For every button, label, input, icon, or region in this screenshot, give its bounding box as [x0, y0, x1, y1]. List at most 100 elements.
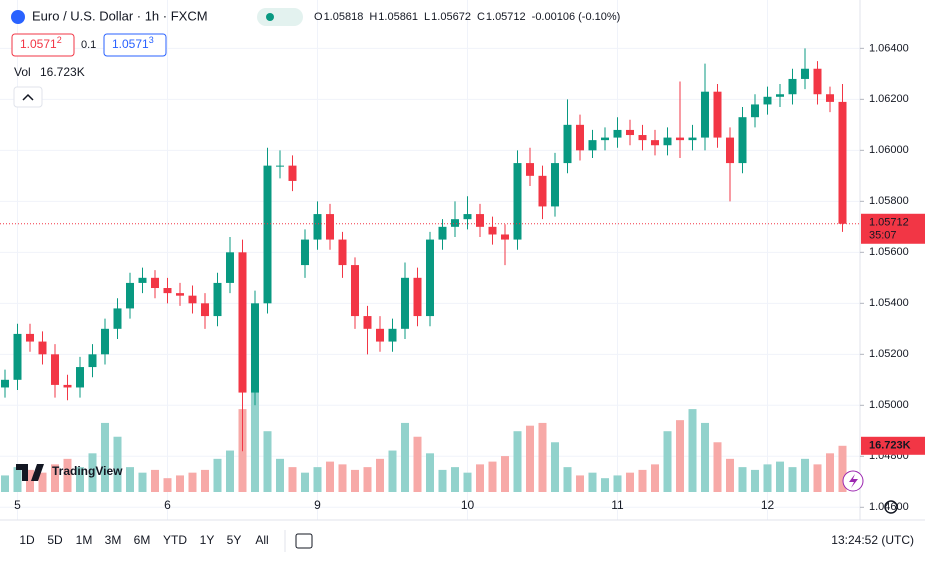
- candle-body: [226, 252, 234, 283]
- y-tick-label: 1.06200: [869, 93, 909, 105]
- volume-bar: [788, 467, 797, 492]
- x-tick-label: 12: [761, 498, 775, 512]
- candle-body: [701, 91, 709, 138]
- volume-pane: [1, 387, 847, 492]
- volume-bar: [351, 469, 359, 492]
- volume-bar: [488, 461, 497, 492]
- volume-bar: [676, 420, 684, 492]
- range-button[interactable]: 6M: [134, 533, 151, 547]
- volume-bar: [113, 436, 122, 492]
- legend-key: H: [369, 11, 377, 23]
- candle-body: [513, 163, 522, 240]
- volume-bar: [751, 469, 759, 492]
- candle-body: [501, 234, 509, 240]
- candle-body: [838, 101, 847, 224]
- volume-bar: [638, 469, 647, 492]
- candle-body: [651, 140, 659, 146]
- volume-bar: [401, 422, 409, 492]
- candle-body: [101, 328, 109, 355]
- symbol-icon: [11, 10, 25, 24]
- volume-bar: [551, 442, 559, 492]
- volume-bar: [51, 464, 59, 492]
- candle-body: [751, 104, 759, 118]
- volume-value: 16.723K: [40, 65, 85, 79]
- candle-body: [538, 175, 547, 207]
- range-button[interactable]: 5D: [47, 533, 63, 547]
- range-button[interactable]: All: [255, 533, 268, 547]
- y-tick-label: 1.05600: [869, 246, 909, 258]
- volume-bar: [588, 472, 597, 492]
- last-price-label: 1.05712: [869, 217, 909, 229]
- volume-bar: [126, 467, 134, 492]
- candle-body: [626, 129, 634, 136]
- candle-body: [388, 328, 397, 342]
- candle-body: [663, 137, 672, 146]
- range-button[interactable]: YTD: [163, 533, 187, 547]
- candle-body: [363, 316, 372, 329]
- candles: [1, 48, 847, 452]
- volume-bar: [76, 467, 84, 492]
- range-button[interactable]: 3M: [105, 533, 122, 547]
- x-tick-label: 11: [611, 498, 624, 512]
- volume-bar: [651, 464, 659, 492]
- spread: 0.1: [81, 39, 96, 51]
- candle-body: [113, 308, 122, 329]
- candle-body: [138, 277, 147, 283]
- candle-body: [563, 124, 572, 164]
- volume-bar: [438, 469, 447, 492]
- candle-body: [88, 354, 97, 368]
- logo-icon: [16, 464, 44, 481]
- candle-body: [238, 252, 247, 393]
- volume-bar: [226, 450, 234, 492]
- legend-key: C: [477, 11, 485, 23]
- range-button[interactable]: 1M: [76, 533, 93, 547]
- settings-icon[interactable]: [884, 500, 898, 514]
- range-button[interactable]: 1Y: [200, 533, 215, 547]
- volume-bar: [338, 464, 347, 492]
- candle-body: [676, 137, 684, 141]
- candle-body: [488, 226, 497, 235]
- volume-bar: [576, 475, 584, 492]
- volume-bar: [413, 436, 422, 492]
- sell-button[interactable]: [11, 33, 75, 57]
- x-tick-label: 6: [164, 498, 171, 512]
- date-range-icon[interactable]: [295, 533, 313, 549]
- candle-body: [126, 282, 134, 309]
- candle-body: [763, 96, 772, 105]
- volume-bar: [363, 467, 372, 492]
- range-button[interactable]: 5Y: [227, 533, 242, 547]
- volume-bar: [313, 467, 322, 492]
- volume-bar: [713, 442, 722, 492]
- candle-body: [351, 265, 359, 317]
- volume-bar: [138, 472, 147, 492]
- collapse-button[interactable]: [13, 86, 43, 108]
- volume-label: 16.723K: [869, 440, 911, 452]
- volume-bar: [201, 469, 209, 492]
- candle-body: [613, 129, 622, 138]
- volume-bar: [763, 464, 772, 492]
- candle-body: [426, 239, 434, 317]
- y-tick-label: 1.06000: [869, 144, 909, 156]
- volume-bar: [251, 387, 259, 492]
- candle-body: [638, 135, 647, 141]
- volume-bar: [1, 475, 9, 492]
- candle-body: [76, 367, 84, 388]
- volume-bar: [88, 453, 97, 492]
- candle-body: [176, 293, 184, 296]
- volume-bar: [376, 458, 384, 492]
- time-axis: 5 6 9 10 11 12: [14, 498, 774, 512]
- status-pill[interactable]: [257, 8, 303, 26]
- candle-body: [301, 239, 309, 266]
- collapse-icon: [22, 93, 34, 101]
- volume-bar: [101, 422, 109, 492]
- volume-bar: [813, 464, 822, 492]
- range-button[interactable]: 1D: [19, 533, 35, 547]
- candle-body: [726, 137, 734, 164]
- candle-body: [263, 165, 272, 304]
- volume-bar: [526, 425, 534, 492]
- y-tick-label: 1.06400: [869, 42, 909, 54]
- buy-button[interactable]: [103, 33, 167, 57]
- legend-change: -0.00106 (-0.10%): [532, 11, 621, 23]
- candle-body: [738, 117, 747, 164]
- legend-value: 1.05818: [324, 11, 364, 23]
